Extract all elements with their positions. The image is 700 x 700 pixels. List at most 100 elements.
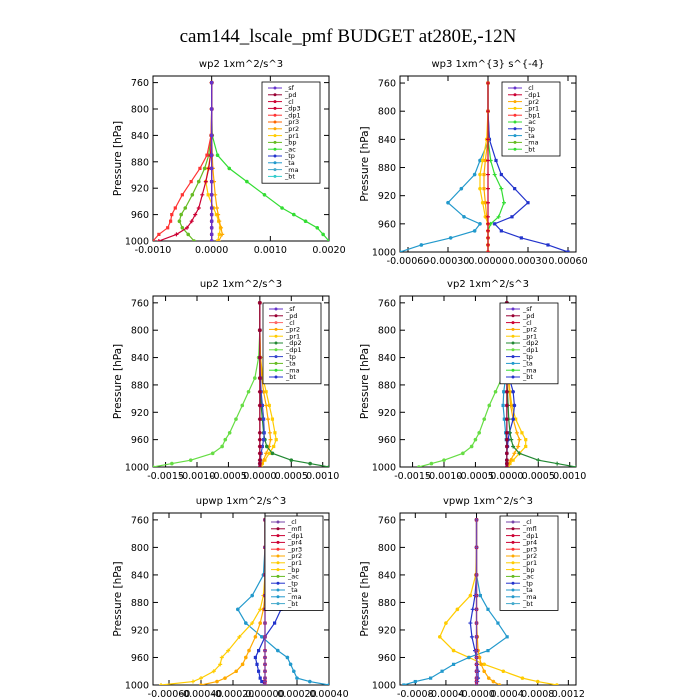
data-point [400,250,402,252]
series-line-bp [178,82,213,241]
legend-label: _ac [524,118,536,126]
legend-label: _dp2 [522,339,539,347]
legend-marker [273,154,277,158]
legend-marker [511,595,515,599]
data-point [520,431,524,435]
data-point [260,679,264,684]
legend-label: _ac [284,145,296,153]
data-point [499,186,504,191]
y-tick-label: 920 [131,184,149,195]
legend-label: _pr3 [287,545,302,553]
y-tick-label: 960 [378,219,396,230]
data-point [258,451,262,456]
legend-label: _mfl [287,525,302,533]
legend-label: _ma [522,366,537,374]
series-line-pr2 [200,519,266,685]
data-point [159,683,163,685]
legend-label: _mfl [522,525,537,533]
plot-frame [399,295,577,468]
data-point [153,465,155,467]
data-point [535,679,540,684]
legend-label: _pd [284,91,297,99]
data-point [474,517,479,522]
data-point [210,166,214,170]
data-point [308,679,312,684]
legend-label: _pr2 [524,98,539,106]
data-point [486,81,490,86]
data-point [264,451,269,456]
legend-marker [273,168,277,172]
data-point [327,239,329,241]
data-point [236,607,240,612]
x-tick-label: -0.0005 [457,471,494,482]
y-axis-label: Pressure [hPa] [112,344,124,419]
data-point [245,179,249,184]
data-point [467,655,471,660]
legend-label: _pd [285,312,298,320]
y-tick-label: 840 [131,570,149,581]
data-point [189,180,193,184]
data-point [493,222,497,226]
data-point [413,679,417,684]
y-tick-label: 960 [378,435,396,446]
data-point [247,648,251,653]
data-point [462,215,466,219]
data-point [486,221,490,226]
data-point [263,676,267,681]
data-point [526,201,530,205]
legend-marker [513,140,517,144]
data-point [262,193,267,197]
legend-label: _sf [522,305,533,313]
data-point [210,133,214,137]
legend-marker [274,341,278,345]
data-point [260,403,264,408]
legend: _sf_pd_cl_dp3_dp1_pr3_pr2_pr1_bp_ac_tp_t… [261,81,321,184]
data-point [199,683,203,685]
legend-label: _pr1 [522,332,537,340]
data-point [478,186,482,191]
y-tick-label: 880 [131,157,149,168]
data-point [478,172,482,177]
data-point [480,158,485,163]
data-point [267,430,272,435]
data-point [514,430,519,435]
data-point [274,438,278,442]
legend-marker [273,100,277,104]
data-point [440,669,444,673]
legend-label: _pd [522,312,535,320]
data-point [469,444,474,449]
legend-label: _tp [524,125,535,133]
legend-marker [511,334,515,338]
legend-label: _pr1 [285,332,300,340]
data-point [211,669,216,674]
legend-label: _ta [287,586,298,594]
data-point [264,403,269,408]
data-point [258,328,262,333]
data-point [214,206,219,210]
y-tick-label: 760 [131,78,149,89]
data-point [505,451,509,456]
data-point [199,676,203,681]
data-point [191,679,195,684]
legend-marker [511,361,515,365]
data-point [264,390,268,394]
x-tick-label: -0.00060 [148,689,191,700]
data-point [502,200,506,205]
data-point [501,403,505,408]
legend-marker [511,314,515,318]
y-tick-label: 880 [378,163,396,174]
data-point [257,649,261,653]
x-tick-label: 0.00030 [508,256,547,267]
data-point [179,212,183,217]
legend-marker [274,314,278,318]
panel-title: wp2 1xm^2/s^3 [199,59,283,70]
x-tick-label: 0.0005 [522,471,555,482]
data-point [477,431,482,435]
data-point [483,158,487,163]
y-tick-label: 960 [131,653,149,664]
data-point [258,676,262,680]
y-tick-label: 920 [378,408,396,419]
data-point [260,635,264,639]
data-point [474,593,479,598]
data-point [177,219,182,223]
